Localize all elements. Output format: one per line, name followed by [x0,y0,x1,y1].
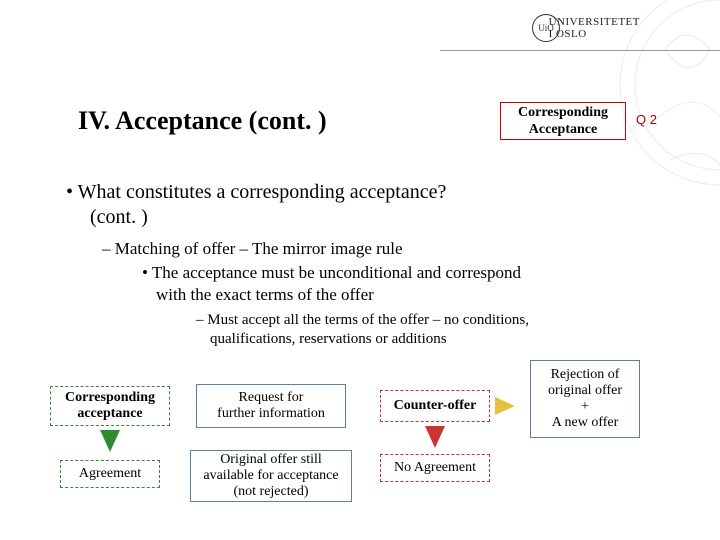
node-rejection-new-offer: Rejection of original offer + A new offe… [530,360,640,438]
orig-l1: Original offer still [203,452,338,468]
arrow-down-green-icon [100,430,120,452]
corresponding-acceptance-tag: Corresponding Acceptance [500,102,626,140]
rej-l4: A new offer [548,415,622,431]
node-agreement: Agreement [60,460,160,488]
header-divider [440,50,720,51]
rej-l2: original offer [548,383,622,399]
slide-title: IV. Acceptance (cont. ) [78,106,327,136]
arrow-right-icon [495,397,515,415]
rej-l1: Rejection of [548,367,622,383]
node-counter-offer: Counter-offer [380,390,490,422]
logo-line1: UNIVERSITETET [549,16,640,28]
corr-acc-l2: acceptance [65,406,155,422]
bullet-level4-cont: qualifications, reservations or addition… [210,330,656,349]
bullet-level2: – Matching of offer – The mirror image r… [102,238,656,259]
corr-acc-l1: Corresponding [65,390,155,406]
bullet-level4: – Must accept all the terms of the offer… [196,311,656,330]
no-agr-label: No Agreement [394,460,476,476]
counter-label: Counter-offer [394,398,477,414]
agreement-label: Agreement [79,466,141,482]
bullet-level3-cont: with the exact terms of the offer [156,284,656,305]
orig-l3: (not rejected) [203,484,338,500]
node-corresponding-acceptance: Corresponding acceptance [50,386,170,426]
rej-l3: + [548,399,622,415]
node-original-offer: Original offer still available for accep… [190,450,352,502]
corr-line2: Acceptance [501,122,625,139]
req-l2: further information [217,406,325,422]
req-l1: Request for [217,390,325,406]
arrow-down-red-icon [425,426,445,448]
orig-l2: available for acceptance [203,468,338,484]
bullet-level3: • The acceptance must be unconditional a… [142,262,656,283]
logo-line2: I OSLO [549,28,640,40]
bullet-content: • What constitutes a corresponding accep… [66,180,656,348]
bullet-level1-cont: (cont. ) [90,205,656,230]
corr-line1: Corresponding [501,105,625,122]
university-logo-text: UNIVERSITETET I OSLO [549,16,640,40]
bullet-level1: • What constitutes a corresponding accep… [66,180,656,205]
node-request-info: Request for further information [196,384,346,428]
question-label: Q 2 [636,112,657,127]
node-no-agreement: No Agreement [380,454,490,482]
flow-diagram: Corresponding acceptance Request for fur… [50,376,690,526]
